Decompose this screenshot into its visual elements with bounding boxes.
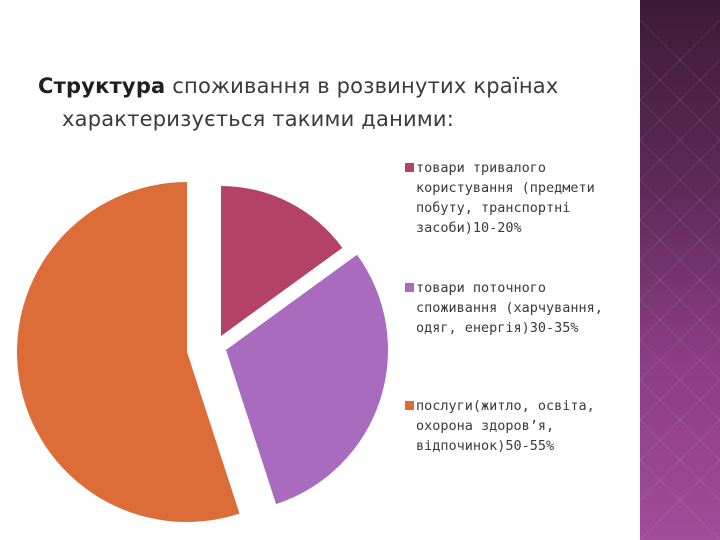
legend-line: товари тривалого bbox=[416, 160, 547, 176]
decorative-side-bar bbox=[640, 0, 720, 540]
legend-line: побуту, транспортні bbox=[416, 200, 571, 216]
legend-label-services: послуги(житло, освіта, охорона здоров’я,… bbox=[405, 396, 640, 456]
legend-line: товари поточного bbox=[416, 280, 547, 296]
pie-slice-current-goods bbox=[226, 254, 388, 505]
pie-slice-durable-goods bbox=[221, 186, 343, 336]
legend-swatch-services bbox=[405, 401, 414, 410]
decorative-pattern bbox=[640, 19, 720, 540]
title-line2: характеризується такими даними: bbox=[62, 107, 455, 131]
legend-label-durable-goods: товари тривалого користування (предмети … bbox=[405, 158, 640, 238]
legend-line: споживання (харчування, bbox=[416, 300, 603, 316]
pie-slice-services bbox=[16, 181, 240, 522]
legend-swatch-current-goods bbox=[405, 283, 414, 292]
legend-swatch-durable-goods bbox=[405, 163, 414, 172]
legend-line: послуги(житло, освіта, bbox=[416, 398, 595, 414]
legend-line: відпочинок)50-55% bbox=[416, 438, 555, 454]
legend-line: користування (предмети bbox=[416, 180, 595, 196]
legend-line: охорона здоров’я, bbox=[416, 418, 555, 434]
slide-title: Структура споживання в розвинутих країна… bbox=[38, 70, 628, 136]
legend-item-durable-goods: товари тривалого користування (предмети … bbox=[405, 158, 640, 238]
pie-chart bbox=[16, 181, 388, 522]
title-line1-rest: споживання в розвинутих країнах bbox=[165, 74, 559, 98]
legend-item-services: послуги(житло, освіта, охорона здоров’я,… bbox=[405, 396, 640, 456]
legend-label-current-goods: товари поточного споживання (харчування,… bbox=[405, 278, 640, 338]
title-bold-word: Структура bbox=[38, 74, 166, 98]
legend-line: засоби)10-20% bbox=[416, 220, 522, 236]
legend-item-current-goods: товари поточного споживання (харчування,… bbox=[405, 278, 640, 338]
legend-line: одяг, енергія)30-35% bbox=[416, 320, 579, 336]
